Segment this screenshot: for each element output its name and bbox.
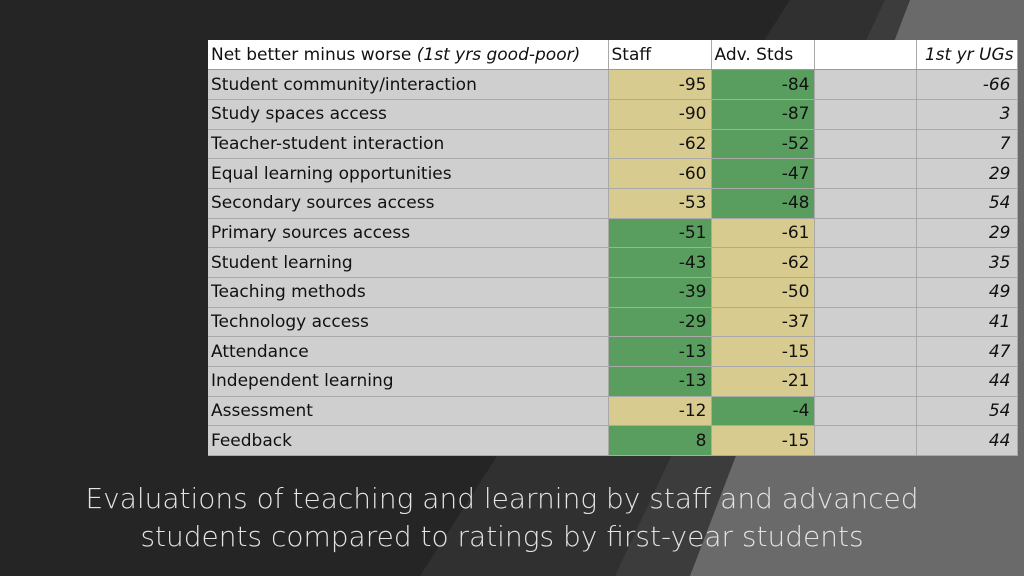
blank-cell — [814, 396, 917, 427]
row-label: Teaching methods — [208, 277, 609, 308]
staff-value: -60 — [608, 158, 712, 189]
table-header-row: Net better minus worse (1st yrs good-poo… — [208, 40, 1018, 71]
staff-value: -39 — [608, 277, 712, 308]
row-label: Student community/interaction — [208, 69, 609, 100]
blank-cell — [814, 336, 917, 368]
header-staff: Staff — [608, 40, 712, 71]
ug-value: 29 — [916, 218, 1018, 249]
row-label: Study spaces access — [208, 99, 609, 130]
adv-value: -87 — [711, 99, 815, 130]
table-row: Feedback 8 -15 44 — [208, 425, 1018, 457]
adv-value: -15 — [711, 336, 815, 368]
row-label: Equal learning opportunities — [208, 158, 609, 189]
table-row: Student learning -43 -62 35 — [208, 247, 1018, 278]
header-first-yr-ugs: 1st yr UGs — [916, 40, 1018, 71]
staff-value: -13 — [608, 336, 712, 368]
adv-value: -50 — [711, 277, 815, 308]
ug-value: 3 — [916, 99, 1018, 130]
table-row: Teacher-student interaction -62 -52 7 — [208, 129, 1018, 160]
caption-line-2: students compared to ratings by first-ye… — [140, 520, 864, 553]
ug-value: 35 — [916, 247, 1018, 278]
header-adv-stds: Adv. Stds — [711, 40, 815, 71]
caption-line-1: Evaluations of teaching and learning by … — [85, 482, 919, 515]
blank-cell — [814, 425, 917, 457]
header-label-main: Net better minus worse — [211, 44, 412, 65]
row-label: Student learning — [208, 247, 609, 278]
blank-cell — [814, 277, 917, 308]
staff-value: -51 — [608, 218, 712, 249]
ug-value: 54 — [916, 396, 1018, 427]
row-label: Feedback — [208, 425, 609, 457]
table-row: Study spaces access -90 -87 3 — [208, 99, 1018, 130]
adv-value: -15 — [711, 425, 815, 457]
blank-cell — [814, 307, 917, 338]
staff-value: -29 — [608, 307, 712, 338]
data-table-container: Net better minus worse (1st yrs good-poo… — [208, 40, 1018, 457]
blank-cell — [814, 247, 917, 278]
row-label: Technology access — [208, 307, 609, 338]
adv-value: -52 — [711, 129, 815, 160]
comparison-table: Net better minus worse (1st yrs good-poo… — [208, 40, 1018, 457]
adv-value: -21 — [711, 366, 815, 397]
staff-value: -53 — [608, 188, 712, 219]
blank-cell — [814, 188, 917, 219]
ug-value: 47 — [916, 336, 1018, 368]
table-row: Primary sources access -51 -61 29 — [208, 218, 1018, 249]
header-label-italic: (1st yrs good-poor) — [416, 44, 581, 65]
blank-cell — [814, 158, 917, 189]
staff-value: -43 — [608, 247, 712, 278]
blank-cell — [814, 69, 917, 100]
row-label: Primary sources access — [208, 218, 609, 249]
ug-value: 44 — [916, 366, 1018, 397]
staff-value: -95 — [608, 69, 712, 100]
header-blank — [814, 40, 917, 71]
staff-value: -62 — [608, 129, 712, 160]
adv-value: -47 — [711, 158, 815, 189]
table-row: Teaching methods -39 -50 49 — [208, 277, 1018, 308]
table-row: Assessment -12 -4 54 — [208, 396, 1018, 427]
row-label: Attendance — [208, 336, 609, 368]
blank-cell — [814, 366, 917, 397]
table-row: Technology access -29 -37 41 — [208, 307, 1018, 338]
ug-value: 29 — [916, 158, 1018, 189]
adv-value: -61 — [711, 218, 815, 249]
table-row: Independent learning -13 -21 44 — [208, 366, 1018, 397]
staff-value: -13 — [608, 366, 712, 397]
staff-value: -90 — [608, 99, 712, 130]
ug-value: 41 — [916, 307, 1018, 338]
staff-value: -12 — [608, 396, 712, 427]
header-label: Net better minus worse (1st yrs good-poo… — [208, 40, 609, 71]
blank-cell — [814, 218, 917, 249]
adv-value: -48 — [711, 188, 815, 219]
ug-value: 49 — [916, 277, 1018, 308]
adv-value: -4 — [711, 396, 815, 427]
table-row: Secondary sources access -53 -48 54 — [208, 188, 1018, 219]
blank-cell — [814, 129, 917, 160]
ug-value: 7 — [916, 129, 1018, 160]
table-row: Equal learning opportunities -60 -47 29 — [208, 158, 1018, 189]
ug-value: 54 — [916, 188, 1018, 219]
adv-value: -84 — [711, 69, 815, 100]
row-label: Teacher-student interaction — [208, 129, 609, 160]
row-label: Secondary sources access — [208, 188, 609, 219]
blank-cell — [814, 99, 917, 130]
row-label: Independent learning — [208, 366, 609, 397]
ug-value: -66 — [916, 69, 1018, 100]
staff-value: 8 — [608, 425, 712, 457]
table-row: Student community/interaction -95 -84 -6… — [208, 69, 1018, 100]
adv-value: -37 — [711, 307, 815, 338]
row-label: Assessment — [208, 396, 609, 427]
slide-caption: Evaluations of teaching and learning by … — [0, 480, 1004, 556]
adv-value: -62 — [711, 247, 815, 278]
ug-value: 44 — [916, 425, 1018, 457]
table-row: Attendance -13 -15 47 — [208, 336, 1018, 368]
